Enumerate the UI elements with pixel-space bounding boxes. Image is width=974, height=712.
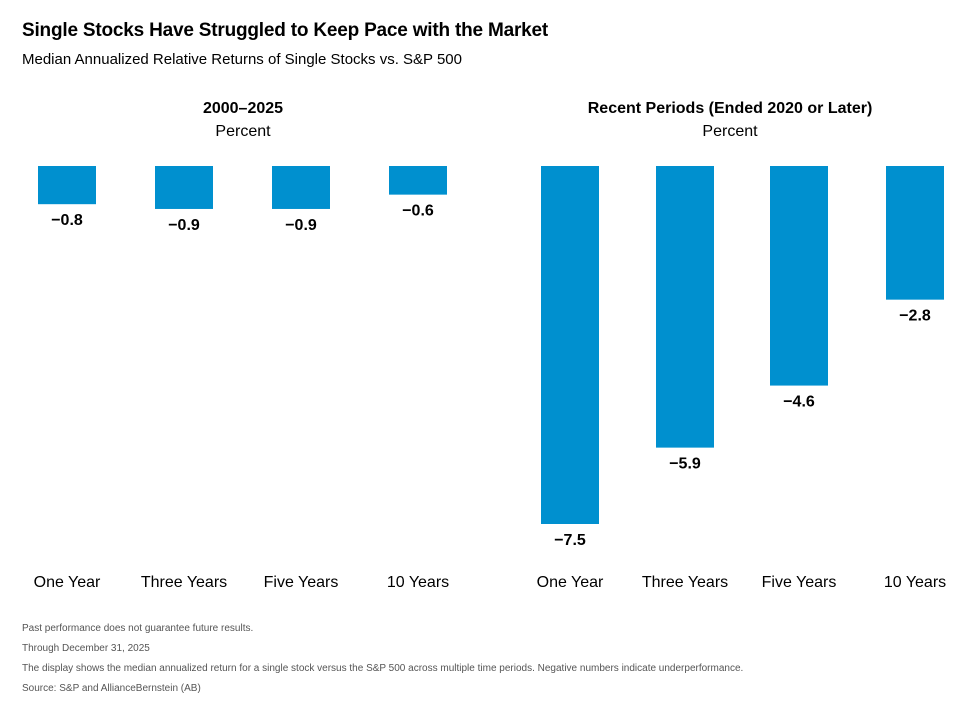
- category-label: 10 Years: [884, 574, 946, 591]
- data-label: −0.8: [51, 212, 83, 229]
- category-label: One Year: [537, 574, 604, 591]
- category-label: Five Years: [762, 574, 837, 591]
- footnote-disclaimer: Past performance does not guarantee futu…: [22, 623, 254, 634]
- footnotes: Past performance does not guarantee futu…: [22, 622, 743, 702]
- category-label: Five Years: [264, 574, 339, 591]
- data-label: −0.9: [285, 217, 317, 234]
- panel-2000-2025: 2000–2025 Percent −0.8 One Year −0.9 Three …: [0, 0, 486, 600]
- bar-five-years: [272, 166, 330, 209]
- category-label: Three Years: [642, 574, 728, 591]
- data-label: −0.9: [168, 217, 200, 234]
- bar-five-years: [770, 166, 828, 386]
- category-label: One Year: [34, 574, 101, 591]
- bar-chart-2000-2025: −0.8 One Year −0.9 Three Years −0.9 Five Year…: [34, 166, 449, 591]
- data-label: −2.8: [899, 308, 931, 325]
- bar-three-years: [155, 166, 213, 209]
- footnote-date: Through December 31, 2025: [22, 643, 150, 654]
- bar-one-year: [38, 166, 96, 205]
- data-label: −5.9: [669, 456, 701, 473]
- bar-10-years: [886, 166, 944, 300]
- bar-chart-recent-periods: −7.5 One Year −5.9 Three Years −4.6 Five Year…: [537, 166, 946, 591]
- category-label: 10 Years: [387, 574, 449, 591]
- bar-10-years: [389, 166, 447, 195]
- panel-title: Recent Periods (Ended 2020 or Later): [587, 100, 873, 117]
- panel-unit-label: Percent: [702, 123, 758, 140]
- bar-one-year: [541, 166, 599, 524]
- bar-three-years: [656, 166, 714, 448]
- panel-recent-periods: Recent Periods (Ended 2020 or Later) Per…: [486, 0, 974, 600]
- footnote-source: Source: S&P and AllianceBernstein (AB): [22, 683, 201, 694]
- chart-subtitle: Median Annualized Relative Returns of Si…: [22, 51, 462, 68]
- chart-title: Single Stocks Have Struggled to Keep Pac…: [22, 20, 549, 41]
- footnote-description: The display shows the median annualized …: [22, 663, 744, 674]
- panel-title: 2000–2025: [202, 100, 284, 117]
- data-label: −4.6: [783, 394, 815, 411]
- data-label: −0.6: [402, 203, 434, 220]
- panel-unit-label: Percent: [215, 123, 271, 140]
- category-label: Three Years: [141, 574, 227, 591]
- data-label: −7.5: [554, 532, 586, 549]
